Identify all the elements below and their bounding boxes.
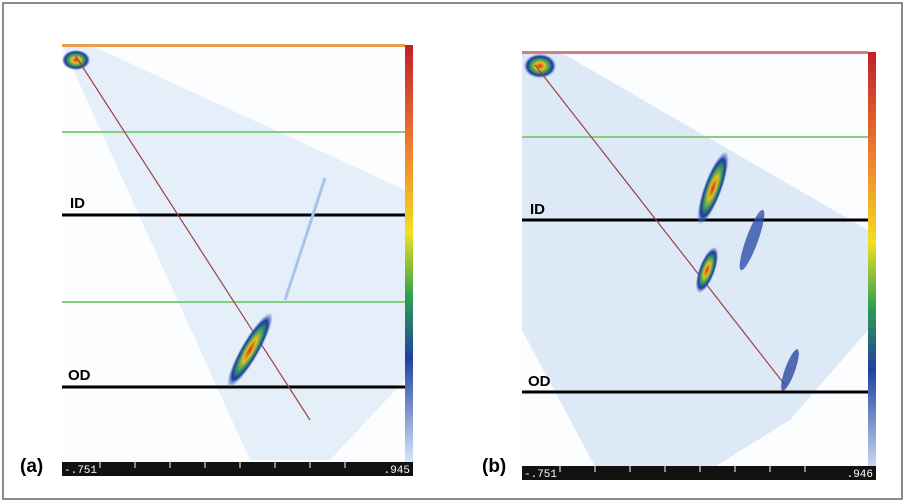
- beam-fan: [522, 52, 868, 476]
- scale-max: .946: [847, 469, 873, 481]
- scale-min: -.751: [524, 469, 557, 481]
- flaw-indication: [695, 247, 719, 293]
- scale-bar: [522, 466, 876, 480]
- probe-echo: [524, 54, 556, 78]
- od-label: OD: [68, 367, 91, 384]
- id-label: ID: [530, 201, 545, 218]
- flaw-indication: [739, 209, 765, 271]
- color-bar: [405, 45, 413, 463]
- scale-max: .945: [384, 465, 410, 477]
- probe-echo: [62, 50, 90, 70]
- beam-fan: [62, 45, 405, 460]
- beam-line: [74, 54, 311, 421]
- top-edge: [62, 44, 405, 47]
- scale-bar: [62, 462, 413, 476]
- panel-label: (b): [482, 456, 506, 477]
- od-label: OD: [528, 373, 551, 390]
- scale-min: -.751: [64, 465, 97, 477]
- echo-streak: [283, 177, 327, 301]
- top-edge: [522, 51, 868, 54]
- color-bar: [868, 52, 876, 476]
- panel-b: ID OD -.751 .946 (b): [482, 51, 876, 481]
- id-label: ID: [70, 195, 85, 212]
- panel-a: ID OD -.751 .945 (a): [20, 44, 413, 477]
- panel-label: (a): [20, 456, 43, 477]
- flaw-indication: [227, 313, 273, 387]
- flaw-indication: [781, 349, 799, 391]
- flaw-indication: [697, 152, 729, 224]
- beam-line: [534, 64, 786, 386]
